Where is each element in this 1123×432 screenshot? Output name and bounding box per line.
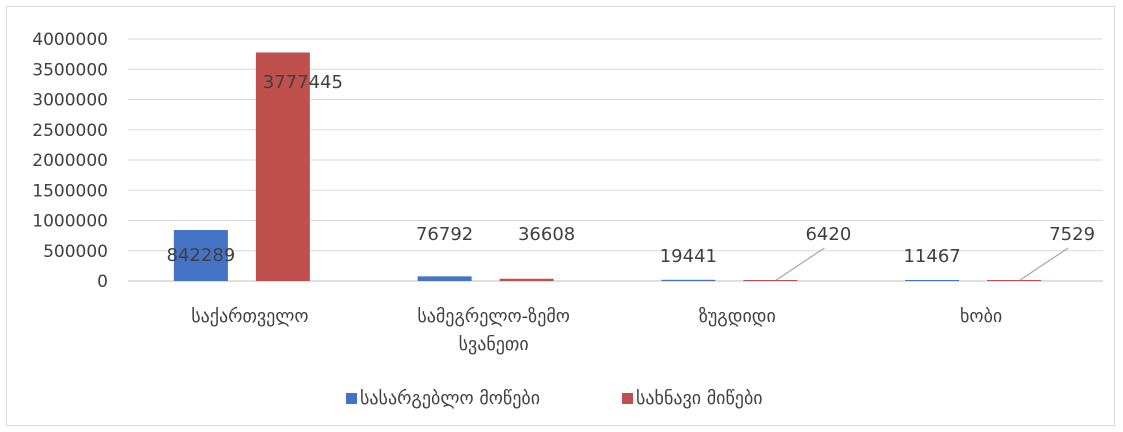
data-labels: 842289 3777445 76792 36608 19441 6420 11467 752… — [167, 72, 1096, 267]
bar — [743, 280, 798, 281]
data-label: 6420 — [805, 224, 851, 245]
y-tick-label: 500000 — [43, 242, 108, 262]
legend-swatch — [346, 393, 357, 404]
y-axis: 0 500000 1000000 1500000 2000000 2500000 30000… — [32, 30, 108, 292]
bar — [499, 278, 554, 281]
y-tick-label: 1000000 — [32, 212, 108, 232]
legend-label: სახნავი მიწები — [636, 388, 763, 409]
data-label: 3777445 — [263, 72, 343, 93]
legend-label: სასარგებლო მოწები — [360, 388, 540, 409]
leader-line — [1019, 247, 1069, 281]
x-category-label: სამეგრელო-ზემო — [417, 306, 570, 327]
legend: სასარგებლო მოწები სახნავი მიწები — [346, 388, 763, 409]
bar — [987, 280, 1042, 281]
x-category-label: ზუგდიდი — [699, 306, 776, 327]
bar — [905, 280, 960, 281]
bar — [661, 279, 716, 281]
data-label: 11467 — [903, 246, 960, 267]
data-label: 36608 — [518, 224, 575, 245]
bar — [255, 52, 310, 282]
y-tick-label: 3000000 — [32, 91, 108, 111]
y-tick-label: 2500000 — [32, 121, 108, 141]
bars — [173, 52, 1042, 282]
y-tick-label: 2000000 — [32, 151, 108, 171]
leader-lines — [776, 247, 1069, 281]
x-category-label: სვანეთი — [459, 334, 529, 355]
legend-swatch — [622, 393, 633, 404]
data-label: 76792 — [416, 224, 473, 245]
y-tick-label: 1500000 — [32, 181, 108, 201]
bar — [173, 230, 228, 281]
x-axis: საქართველო სამეგრელო-ზემო სვანეთი ზუგდიდი ხო… — [191, 306, 1002, 355]
bar — [417, 276, 472, 281]
data-label: 842289 — [167, 245, 236, 266]
y-tick-label: 4000000 — [32, 30, 108, 50]
y-tick-label: 0 — [97, 272, 108, 292]
data-label: 7529 — [1049, 224, 1095, 245]
x-category-label: საქართველო — [191, 306, 308, 327]
y-tick-label: 3500000 — [32, 60, 108, 80]
x-category-label: ხობი — [960, 306, 1002, 327]
chart-frame — [6, 6, 1115, 426]
leader-line — [776, 247, 825, 281]
data-label: 19441 — [660, 246, 717, 267]
